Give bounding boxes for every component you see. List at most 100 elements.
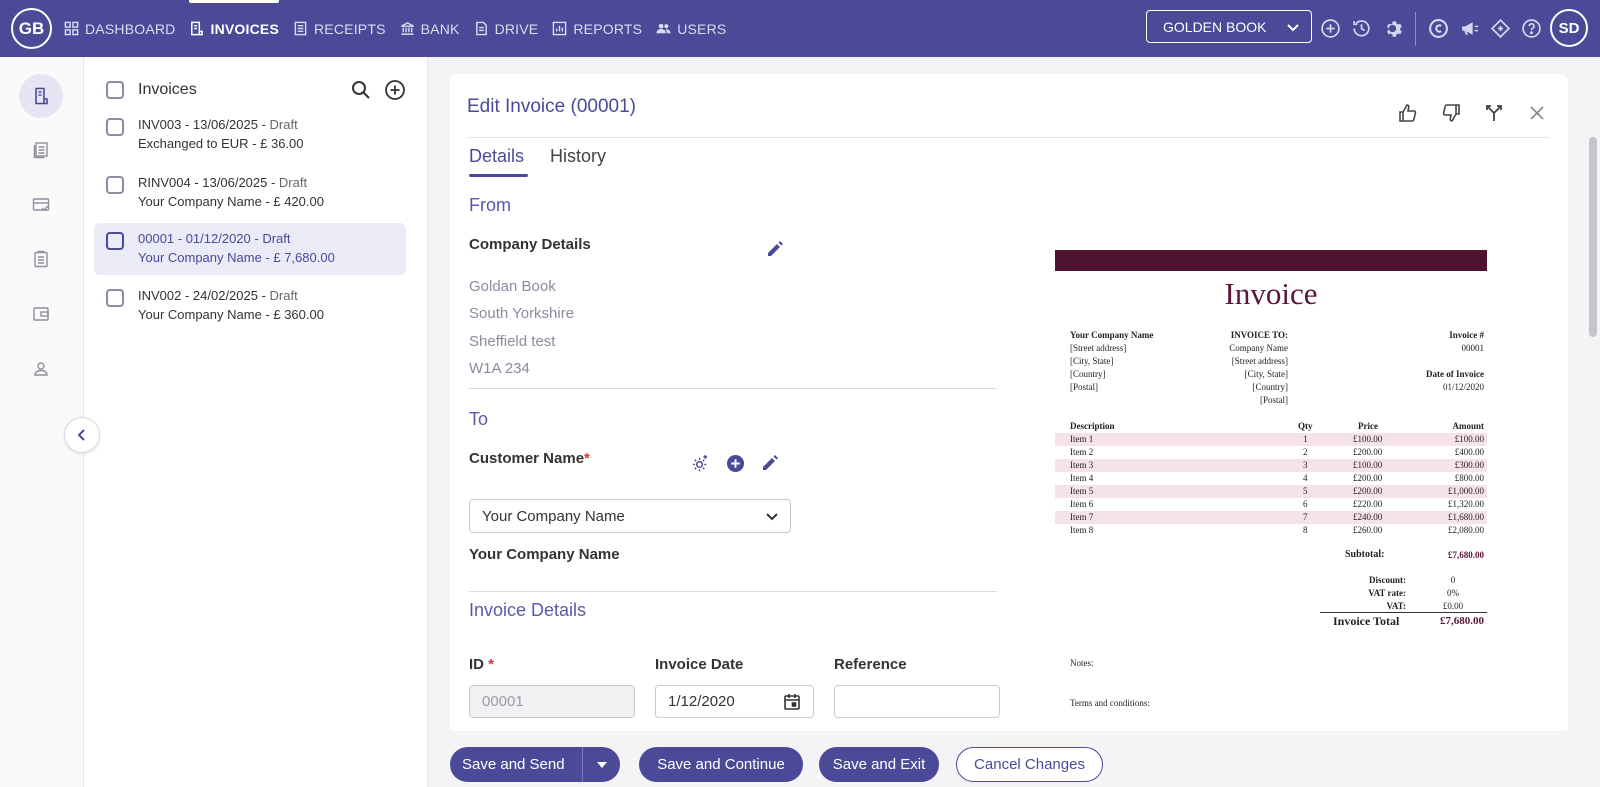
list-title: Invoices: [138, 81, 197, 98]
nav-receipts[interactable]: RECEIPTS: [293, 0, 386, 57]
item-checkbox[interactable]: [106, 118, 124, 136]
list-item[interactable]: RINV004 - 13/06/2025 - Draft Your Compan…: [94, 167, 406, 219]
edit-customer-icon[interactable]: [761, 454, 779, 477]
save-and-send-button[interactable]: Save and Send: [450, 747, 620, 782]
discount-value: 0: [1450, 575, 1456, 585]
gear-icon[interactable]: [1382, 18, 1403, 39]
reference-field[interactable]: [834, 685, 1000, 718]
select-all-checkbox[interactable]: [106, 81, 124, 99]
scrollbar[interactable]: [1589, 137, 1597, 337]
company-selector[interactable]: GOLDEN BOOK: [1146, 10, 1312, 43]
invoice-preview: Invoice Your Company Name [Street addres…: [1055, 250, 1487, 734]
rail-invoices-icon[interactable]: [19, 74, 63, 118]
nav-users[interactable]: USERS: [656, 0, 726, 57]
cell: Item 8: [1070, 525, 1094, 535]
id-field[interactable]: 00001: [469, 685, 635, 718]
cell: Item 2: [1070, 447, 1094, 457]
item-checkbox[interactable]: [106, 176, 124, 194]
reference-label: Reference: [834, 656, 907, 673]
cell: Item 5: [1070, 486, 1094, 496]
item-checkbox[interactable]: [106, 232, 124, 250]
drive-icon: [475, 21, 487, 36]
id-label: ID *: [469, 656, 494, 673]
add-invoice-icon[interactable]: [383, 78, 407, 102]
nav-label: RECEIPTS: [314, 20, 386, 37]
save-and-continue-button[interactable]: Save and Continue: [639, 747, 803, 782]
cell: Item 3: [1070, 460, 1094, 470]
save-and-exit-button[interactable]: Save and Exit: [819, 747, 939, 782]
invoice-total-label: Invoice Total: [1333, 614, 1400, 628]
from-line: [Street address]: [1070, 343, 1127, 353]
thumbs-down-icon[interactable]: [1439, 101, 1462, 124]
customer-settings-icon[interactable]: [691, 454, 710, 478]
nav-invoices[interactable]: INVOICES: [189, 0, 279, 57]
nav-drive[interactable]: DRIVE: [474, 0, 539, 57]
megaphone-icon[interactable]: [1459, 18, 1480, 39]
nav-dashboard[interactable]: DASHBOARD: [64, 0, 175, 57]
to-block: INVOICE TO: Company Name [Street address…: [1205, 329, 1288, 407]
tab-history[interactable]: History: [550, 146, 607, 166]
rail-documents-icon[interactable]: [19, 128, 63, 172]
cell: £1,000.00: [1448, 486, 1484, 496]
help-icon[interactable]: [1521, 18, 1542, 39]
to-heading: INVOICE TO:: [1230, 330, 1288, 340]
cell: £200.00: [1353, 447, 1383, 457]
rail-clipboard-icon[interactable]: [19, 237, 63, 281]
list-item[interactable]: INV003 - 13/06/2025 - Draft Exchanged to…: [94, 109, 406, 161]
avatar[interactable]: SD: [1550, 9, 1588, 47]
item-title: 00001 - 01/12/2020 -: [138, 231, 263, 246]
item-status: Draft: [262, 231, 291, 246]
thumbs-up-icon[interactable]: [1396, 101, 1419, 124]
invoice-icon: [191, 21, 204, 36]
list-item-text: INV003 - 13/06/2025 - Draft Exchanged to…: [138, 115, 304, 161]
search-icon[interactable]: [349, 78, 373, 102]
cell: 8: [1303, 525, 1308, 535]
cancel-changes-button[interactable]: Cancel Changes: [956, 747, 1103, 782]
customer-select[interactable]: Your Company Name: [469, 499, 791, 533]
invoice-date-field[interactable]: 1/12/2020: [655, 685, 814, 718]
invoice-date-value: 1/12/2020: [668, 693, 735, 710]
rail-card-check-icon[interactable]: [19, 183, 63, 227]
add-circle-icon[interactable]: [1320, 18, 1341, 39]
section-invoice-details-title: Invoice Details: [469, 600, 587, 620]
item-checkbox[interactable]: [106, 289, 124, 307]
nav-reports[interactable]: REPORTS: [552, 0, 642, 57]
invoice-number-label: Invoice #: [1449, 330, 1484, 340]
edit-pencil-icon[interactable]: [766, 240, 784, 263]
history-icon[interactable]: [1351, 18, 1372, 39]
chevron-down-icon: [1287, 23, 1299, 31]
ticket-icon[interactable]: [1490, 18, 1511, 39]
list-item-selected[interactable]: 00001 - 01/12/2020 - Draft Your Company …: [94, 223, 406, 275]
section-to-title: To: [469, 409, 489, 429]
invoice-meta: Invoice # 00001 Date of Invoice 01/12/20…: [1426, 329, 1484, 394]
cell: 7: [1303, 512, 1308, 522]
address-line: W1A 234: [469, 360, 530, 377]
cell: £220.00: [1353, 499, 1383, 509]
add-customer-icon[interactable]: [726, 454, 745, 478]
rail-user-icon[interactable]: [19, 347, 63, 391]
merge-icon[interactable]: [1482, 101, 1505, 124]
nav-label: BANK: [420, 20, 460, 37]
chevron-down-icon: [766, 513, 778, 521]
total-rule: [1320, 612, 1487, 613]
tab-bar: Details History: [469, 146, 607, 177]
nav-label: REPORTS: [573, 20, 643, 37]
subtotal-label: Subtotal:: [1345, 549, 1385, 560]
tab-details[interactable]: Details: [469, 146, 529, 177]
rail-wallet-icon[interactable]: [19, 292, 63, 336]
nav-bank[interactable]: BANK: [400, 0, 460, 57]
list-item[interactable]: INV002 - 24/02/2025 - Draft Your Company…: [94, 280, 406, 332]
app-logo[interactable]: GB: [11, 8, 52, 49]
nav-label: DRIVE: [494, 20, 539, 37]
item-subtitle: Your Company Name - £ 360.00: [138, 307, 324, 322]
close-icon[interactable]: [1525, 101, 1548, 124]
calendar-icon[interactable]: [783, 693, 801, 711]
save-options-dropdown[interactable]: [582, 747, 620, 782]
collapse-sidebar-button[interactable]: [64, 417, 100, 453]
item-subtitle: Exchanged to EUR - £ 36.00: [138, 136, 304, 151]
item-subtitle: Your Company Name - £ 420.00: [138, 194, 324, 209]
cell: Item 4: [1070, 473, 1094, 483]
coin-icon[interactable]: [1428, 18, 1449, 39]
vat-rate-label: VAT rate:: [1368, 588, 1406, 598]
cell: Item 7: [1070, 512, 1094, 522]
